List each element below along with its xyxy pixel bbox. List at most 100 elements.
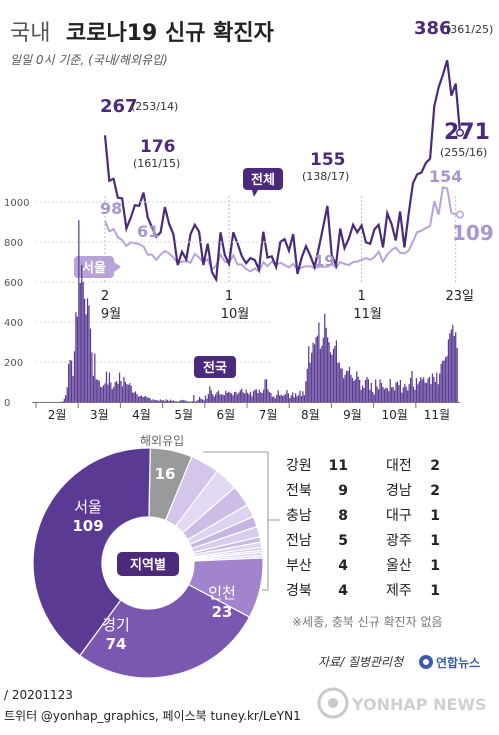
bar bbox=[437, 384, 439, 402]
annot-154: 154 bbox=[429, 167, 462, 186]
bar bbox=[297, 395, 300, 402]
bar bbox=[133, 392, 135, 402]
bar bbox=[100, 386, 102, 402]
bar bbox=[289, 398, 291, 402]
bar bbox=[140, 395, 143, 402]
bar bbox=[184, 400, 186, 402]
bar bbox=[223, 395, 225, 402]
region-value: 4 bbox=[338, 583, 348, 599]
x-tick-label: 23일 bbox=[445, 289, 474, 304]
bar bbox=[229, 392, 231, 402]
bar bbox=[174, 401, 176, 402]
bar bbox=[388, 391, 390, 402]
bar bbox=[393, 390, 396, 402]
bar bbox=[180, 400, 182, 402]
donut-value-seoul: 109 bbox=[72, 517, 103, 535]
bar bbox=[127, 384, 129, 402]
bar bbox=[225, 390, 227, 402]
bar bbox=[201, 399, 204, 402]
bar bbox=[89, 328, 92, 402]
bar bbox=[191, 401, 193, 402]
region-name: 전북 bbox=[286, 483, 312, 499]
bar bbox=[207, 394, 209, 402]
source-text: 자료/ 질병관리청 bbox=[318, 655, 405, 669]
x-tick-label: 1 bbox=[357, 289, 365, 304]
bar bbox=[257, 393, 259, 402]
bar bbox=[213, 396, 215, 402]
x-tick-label: 2 bbox=[101, 289, 109, 304]
yonhap-small-logo: 연합뉴스 bbox=[419, 655, 480, 670]
bar-chart-label: 전국 bbox=[194, 356, 236, 378]
bar bbox=[113, 386, 115, 402]
bar bbox=[306, 368, 308, 402]
bar bbox=[175, 401, 177, 402]
region-name: 광주 bbox=[386, 533, 412, 549]
bar bbox=[86, 298, 89, 402]
donut-label-seoul: 서울 bbox=[74, 498, 102, 516]
svg-text:지역별: 지역별 bbox=[130, 557, 166, 573]
bar bbox=[72, 376, 74, 402]
page-title: 코로나19 신규 확진자 bbox=[66, 21, 275, 46]
series-line-total bbox=[103, 59, 462, 284]
region-value: 11 bbox=[329, 458, 348, 474]
region-value: 1 bbox=[430, 583, 440, 599]
bar bbox=[408, 384, 410, 402]
bar bbox=[233, 392, 236, 402]
bar bbox=[303, 395, 305, 402]
bar bbox=[198, 396, 201, 402]
svg-text:전체: 전체 bbox=[251, 172, 275, 188]
bar bbox=[430, 384, 432, 402]
bar bbox=[114, 382, 116, 402]
month-label: 5월 bbox=[174, 408, 193, 422]
bar bbox=[389, 379, 391, 402]
bar bbox=[136, 394, 138, 402]
annot-386-sub: (361/25) bbox=[446, 23, 493, 36]
bar bbox=[325, 327, 327, 402]
bar bbox=[401, 392, 403, 402]
bar bbox=[316, 335, 319, 402]
svg-text:전국: 전국 bbox=[203, 360, 227, 376]
bar bbox=[120, 381, 122, 402]
bar bbox=[377, 389, 380, 402]
annot-176: 176 bbox=[140, 137, 176, 157]
bar bbox=[279, 395, 281, 402]
bar bbox=[434, 382, 436, 402]
bar bbox=[366, 377, 368, 402]
bar bbox=[124, 381, 127, 402]
footnote: ※세종, 충북 신규 확진자 없음 bbox=[292, 615, 443, 629]
bar bbox=[139, 396, 141, 402]
region-value: 5 bbox=[338, 533, 348, 549]
bar bbox=[69, 360, 71, 402]
region-name: 경남 bbox=[386, 483, 412, 499]
bar bbox=[108, 372, 110, 402]
bar bbox=[274, 398, 276, 402]
month-label: 3월 bbox=[90, 408, 109, 422]
bar bbox=[68, 364, 70, 402]
bar bbox=[146, 397, 148, 402]
bar bbox=[456, 347, 458, 402]
bar bbox=[92, 375, 94, 402]
bar bbox=[328, 342, 330, 402]
bar bbox=[169, 399, 172, 402]
bar bbox=[440, 363, 442, 402]
bar bbox=[230, 393, 233, 402]
bar bbox=[82, 282, 84, 402]
bar bbox=[134, 391, 137, 402]
region-name: 부산 bbox=[286, 558, 312, 574]
region-table: 강원 11 전북 9 충남 8 전남 5 부산 4 경북 4 대전 2 경남 2… bbox=[286, 458, 440, 599]
bar bbox=[182, 400, 185, 402]
bar bbox=[453, 336, 455, 402]
bar bbox=[197, 399, 199, 402]
bar bbox=[152, 399, 154, 402]
bar bbox=[340, 368, 342, 402]
bar bbox=[383, 389, 386, 402]
bar bbox=[299, 390, 301, 402]
bar bbox=[312, 342, 314, 402]
bar-chart-gridlines: 0 200 400 600 800 1000 bbox=[4, 198, 460, 409]
bar bbox=[264, 379, 266, 402]
bar bbox=[101, 387, 103, 402]
bar bbox=[200, 398, 202, 402]
bar bbox=[204, 395, 207, 402]
